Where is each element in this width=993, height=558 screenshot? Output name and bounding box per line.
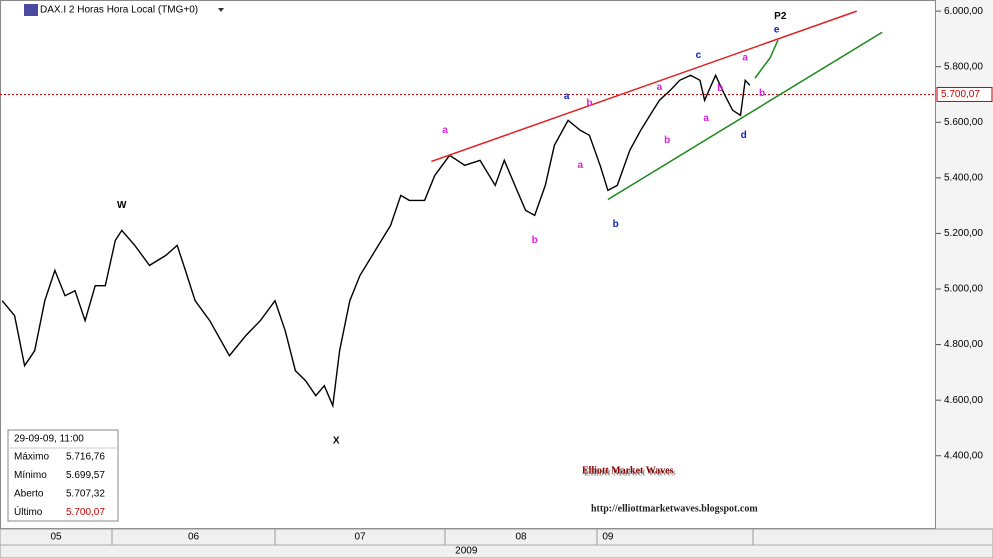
info-value: 5.716,76 bbox=[66, 452, 105, 463]
y-tick-label: 5.600,00 bbox=[944, 117, 983, 128]
trend-line bbox=[431, 10, 857, 163]
watermark-url[interactable]: http://elliottmarketwaves.blogspot.com bbox=[591, 503, 758, 514]
y-tick-label: 6.000,00 bbox=[944, 6, 983, 17]
y-tick-label: 5.200,00 bbox=[944, 228, 983, 239]
x-tick-label: 07 bbox=[354, 532, 366, 543]
wave-label: e bbox=[774, 25, 780, 36]
info-key: Mínimo bbox=[14, 470, 47, 481]
info-box: 29-09-09, 11:00 Máximo 5.716,76 Mínimo 5.69… bbox=[7, 429, 119, 522]
y-tick-label: 4.600,00 bbox=[944, 395, 983, 406]
x2-tick-label: 2009 bbox=[455, 546, 478, 557]
wave-label: b bbox=[613, 219, 619, 230]
wave-label: d bbox=[741, 130, 747, 141]
info-value: 5.700,07 bbox=[66, 507, 105, 518]
info-value: 5.699,57 bbox=[66, 470, 105, 481]
y-tick-label: 5.000,00 bbox=[944, 284, 983, 295]
info-key: Aberto bbox=[14, 489, 44, 500]
x-tick-label: 05 bbox=[50, 532, 62, 543]
wave-label: X bbox=[333, 435, 340, 446]
info-key: Máximo bbox=[14, 452, 49, 463]
wave-label: P2 bbox=[774, 11, 787, 22]
wave-label: a bbox=[564, 91, 570, 102]
wave-label: b bbox=[532, 235, 538, 246]
wave-label: b bbox=[759, 88, 765, 99]
info-key: Último bbox=[14, 505, 43, 518]
wave-label: b bbox=[586, 98, 592, 109]
last-price-box bbox=[936, 86, 993, 102]
wave-label: a bbox=[442, 125, 448, 136]
y-tick-label: 4.800,00 bbox=[944, 339, 983, 350]
wave-label: c bbox=[696, 50, 702, 61]
wave-label: a bbox=[657, 82, 663, 93]
y-tick-label: 5.800,00 bbox=[944, 61, 983, 72]
watermark-title: Elliott Market Waves bbox=[582, 465, 674, 476]
y-tick-label: 5.400,00 bbox=[944, 172, 983, 183]
watermark-shadow: Elliott Market Waves bbox=[584, 467, 676, 478]
info-frame bbox=[7, 429, 119, 522]
wave-label: W bbox=[117, 200, 127, 211]
wave-label: b bbox=[664, 135, 670, 146]
trend-line bbox=[607, 31, 883, 201]
x-axis-panel bbox=[0, 528, 993, 558]
dropdown-arrow[interactable] bbox=[218, 8, 224, 12]
info-value: 5.707,32 bbox=[66, 489, 105, 500]
wave-pointer bbox=[754, 39, 779, 79]
info-title: 29-09-09, 11:00 bbox=[14, 434, 84, 445]
chart-title: DAX.I 2 Horas Hora Local (TMG+0) bbox=[40, 5, 198, 16]
x-tick-label: 09 bbox=[602, 532, 614, 543]
y-tick-label: 4.400,00 bbox=[944, 450, 983, 461]
wave-label: a bbox=[742, 53, 748, 64]
x-tick-label: 08 bbox=[515, 532, 527, 543]
wave-label: a bbox=[703, 113, 709, 124]
wave-label: b bbox=[717, 83, 723, 94]
cfd-icon bbox=[24, 4, 38, 16]
x-tick-label: 06 bbox=[188, 532, 200, 543]
price-line bbox=[1, 73, 751, 409]
last-price-label: 5.700,07 bbox=[941, 89, 980, 100]
wave-label: a bbox=[577, 160, 583, 171]
